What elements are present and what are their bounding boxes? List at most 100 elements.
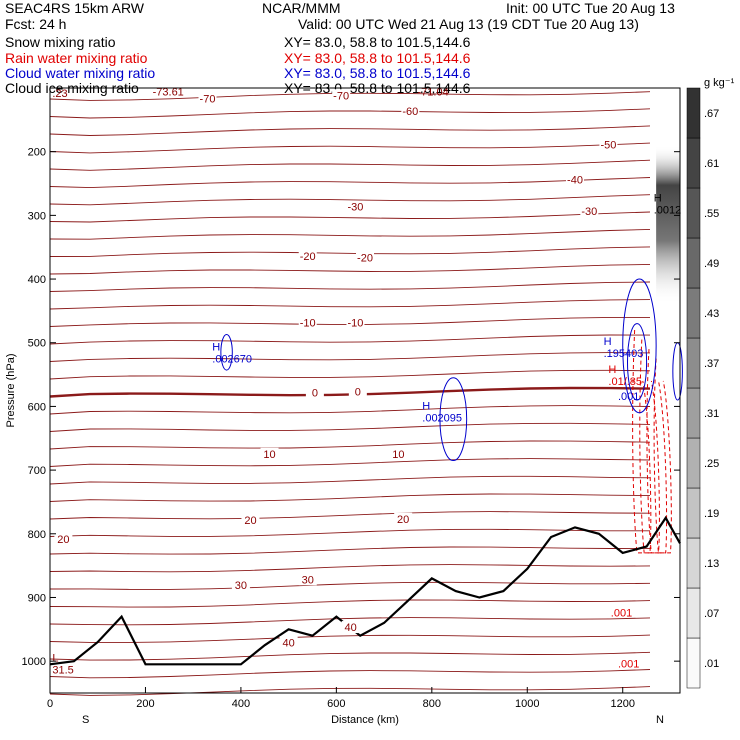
isotherm-label: -20 xyxy=(300,251,316,263)
rain-contour xyxy=(646,349,668,554)
isotherm-label: 10 xyxy=(392,449,404,461)
extremum-value: .002670 xyxy=(212,354,252,366)
isotherm-line xyxy=(49,440,651,450)
x-tick-label: 200 xyxy=(136,698,154,710)
isotherm-label-bg xyxy=(54,533,73,546)
isotherm-line xyxy=(49,211,651,223)
y-tick-label: 300 xyxy=(28,210,46,222)
isotherm-label: -30 xyxy=(348,202,364,214)
extremum-value: .002095 xyxy=(422,412,462,424)
colorbar-unit: g kg⁻¹ xyxy=(704,77,735,89)
isotherm-label: -30 xyxy=(581,206,597,218)
colorbar-tick-label: .55 xyxy=(704,208,719,220)
x-axis-label: Distance (km) xyxy=(331,714,399,726)
isotherm-label-bg xyxy=(341,621,360,634)
extremum-value: .195403 xyxy=(604,348,644,360)
extremum-value: 31.5 xyxy=(52,665,73,677)
init-time: Init: 00 UTC Tue 20 Aug 13 xyxy=(506,0,675,16)
isotherm-label-bg xyxy=(599,138,618,151)
colorbar-swatch xyxy=(686,387,701,439)
y-tick-label: 200 xyxy=(28,147,46,159)
colorbar-swatch xyxy=(686,487,701,539)
extremum-mark: H xyxy=(604,336,612,348)
isotherm-lines xyxy=(49,91,651,696)
isotherm-line xyxy=(49,125,651,136)
colorbar-swatch xyxy=(686,137,701,189)
cloud-contour xyxy=(622,278,657,414)
isotherm-line xyxy=(49,334,651,345)
isotherm-line xyxy=(49,546,651,555)
isotherm-line xyxy=(49,493,651,502)
isotherm-label-bg xyxy=(332,89,351,102)
y-tick-label: 700 xyxy=(28,465,46,477)
forecast-hour: Fcst: 24 h xyxy=(5,16,67,32)
edge-value: -71.04 xyxy=(418,87,449,99)
isotherm-label: -40 xyxy=(567,174,583,186)
colorbar-swatch xyxy=(686,437,701,489)
isotherm-label-bg xyxy=(260,447,279,460)
edge-value: .23 xyxy=(52,88,67,100)
colorbar-tick-label: .31 xyxy=(704,408,719,420)
edge-value: -73.61 xyxy=(153,87,184,99)
isotherm-label: 40 xyxy=(345,622,357,634)
extremum-value: .01/.85 xyxy=(608,376,642,388)
colorbar-swatch xyxy=(686,587,701,639)
x-tick-label: 400 xyxy=(232,698,250,710)
colorbar-tick-label: .37 xyxy=(704,358,719,370)
cloud-contour xyxy=(220,333,233,371)
north-label: N xyxy=(656,714,664,726)
isotherm-line xyxy=(49,564,651,573)
extremum-mark: L xyxy=(52,653,58,665)
isotherm-line xyxy=(49,686,651,696)
y-tick-label: 500 xyxy=(28,338,46,350)
isotherm-label-bg xyxy=(348,385,367,398)
field-xy-cloudwater: XY= 83.0, 58.8 to 101.5,144.6 xyxy=(284,65,471,81)
isotherm-label: 0 xyxy=(355,386,361,398)
colorbar-tick-label: .01 xyxy=(704,658,719,670)
extremum-mark: H xyxy=(654,193,662,205)
y-tick-label: 400 xyxy=(28,274,46,286)
extremum-mark: H xyxy=(608,364,616,376)
colorbar-tick-label: .19 xyxy=(704,508,719,520)
south-label: S xyxy=(82,714,89,726)
isotherm-label-bg xyxy=(241,514,260,527)
isotherm-label: 40 xyxy=(283,637,295,649)
colorbar-swatch xyxy=(686,287,701,339)
contour-value: .001 xyxy=(611,608,632,620)
isotherm-line xyxy=(49,669,651,679)
snow-shading-region xyxy=(656,145,680,305)
isotherm-line xyxy=(49,475,651,485)
isotherm-label-bg xyxy=(566,173,584,186)
field-xy-rain: XY= 83.0, 58.8 to 101.5,144.6 xyxy=(284,50,471,66)
isotherm-label: 20 xyxy=(397,514,409,526)
terrain-line xyxy=(49,515,681,666)
isotherm-label: 10 xyxy=(263,449,275,461)
isotherm-label: -20 xyxy=(357,253,373,265)
isotherm-label: -70 xyxy=(333,90,349,102)
rain-contour xyxy=(653,358,672,554)
isotherm-label: 30 xyxy=(235,580,247,592)
isotherm-label: 0 xyxy=(312,388,318,400)
plot-frame xyxy=(49,87,681,694)
field-name-rain: Rain water mixing ratio xyxy=(5,50,148,66)
field-name-snow: Snow mixing ratio xyxy=(5,34,116,50)
colorbar-tick-label: .13 xyxy=(704,558,719,570)
isotherm-line xyxy=(49,511,651,520)
chart-labels: -70 -70 -60 -50 -40 -30 -30 -20 -20 -10 -10 0 0 10 10 2… xyxy=(52,87,681,677)
isotherm-label-bg xyxy=(356,251,374,264)
isotherm-label: -60 xyxy=(402,106,418,118)
rain-contours xyxy=(632,329,672,554)
isotherm-line xyxy=(49,634,651,643)
colorbar-tick-label: .49 xyxy=(704,258,719,270)
colorbar-swatch xyxy=(686,237,701,289)
colorbar-swatch xyxy=(686,337,701,389)
isotherm-label-bg xyxy=(231,579,250,592)
colorbar-tick-label: .25 xyxy=(704,458,719,470)
isotherm-line xyxy=(49,228,651,240)
isotherm-label-bg xyxy=(346,316,365,329)
field-xy-snow: XY= 83.0, 58.8 to 101.5,144.6 xyxy=(284,34,471,50)
isotherm-line xyxy=(49,581,651,590)
model-title: SEAC4RS 15km ARW xyxy=(5,0,145,16)
x-tick-label: 600 xyxy=(327,698,345,710)
